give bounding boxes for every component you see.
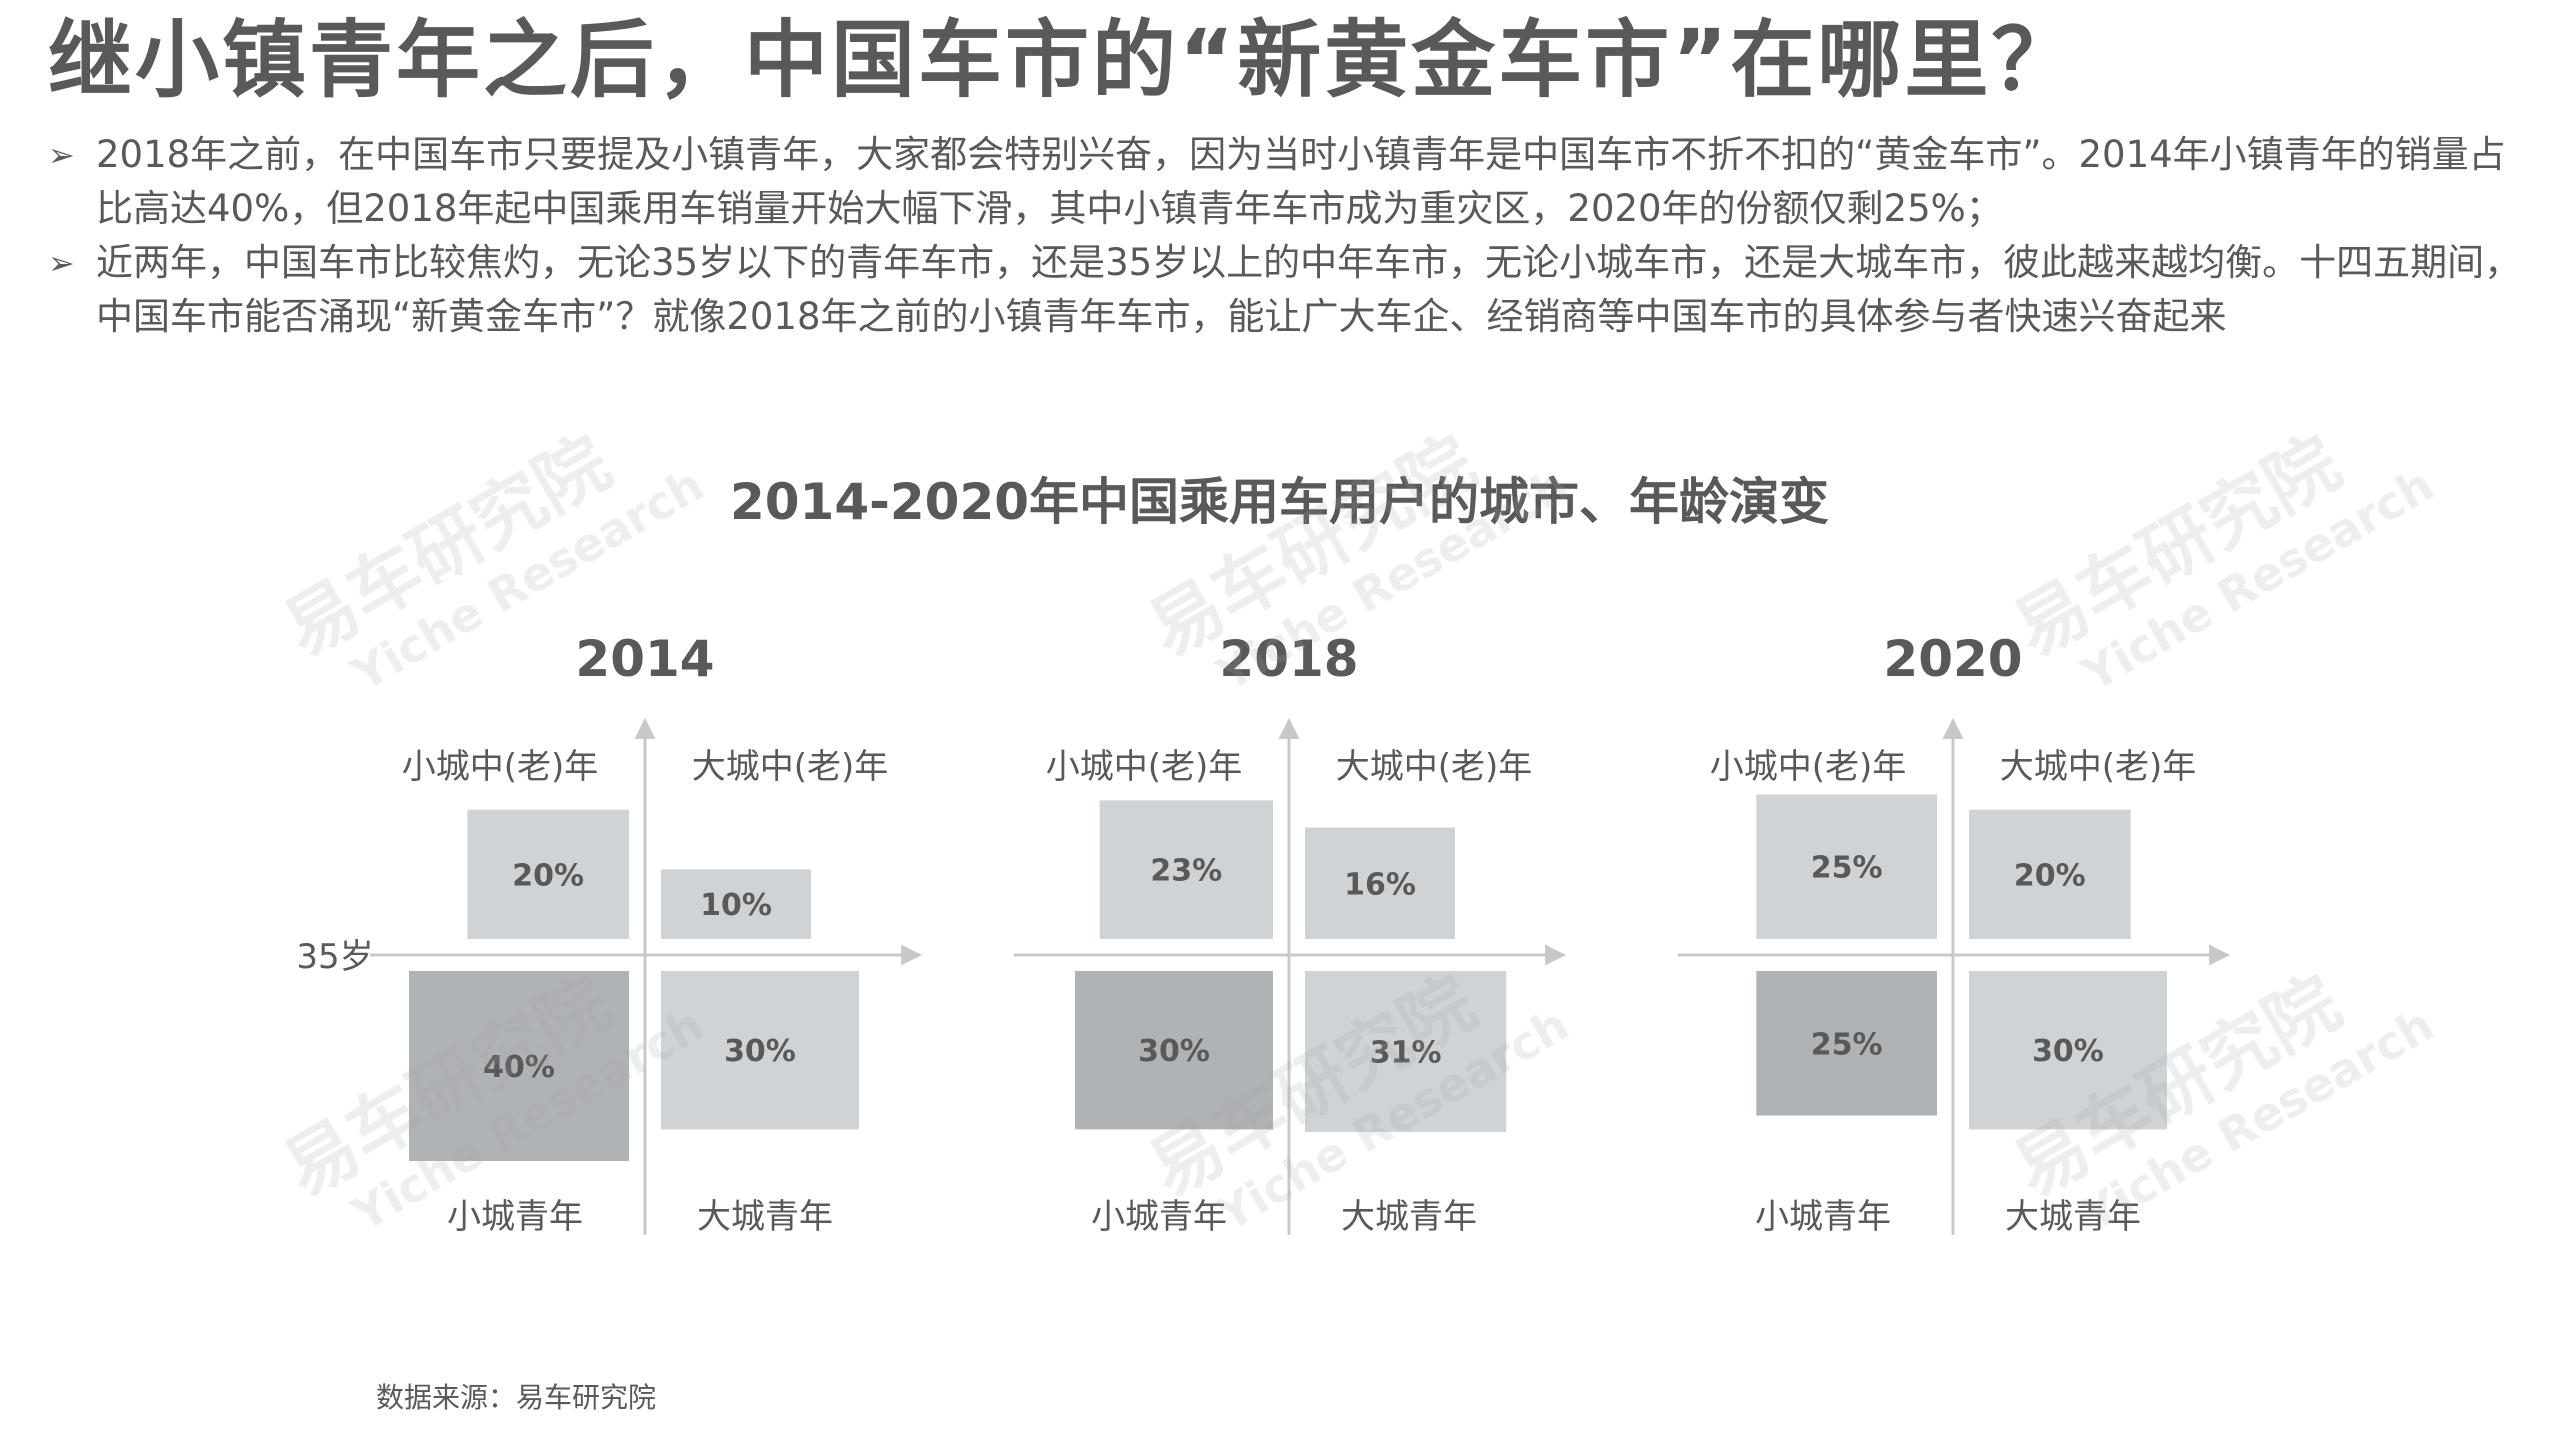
bullet-text: 2018年之前，在中国车市只要提及小镇青年，大家都会特别兴奋，因为当时小镇青年是… — [96, 133, 2506, 230]
quadrant-label-bottom-left: 小城青年 — [1755, 1197, 1891, 1237]
share-box-bottom-right — [1969, 971, 2167, 1130]
share-value-label: 40% — [483, 1050, 555, 1085]
quadrant-label-bottom-left: 小城青年 — [1091, 1197, 1227, 1237]
share-box-top-right — [1969, 809, 2131, 939]
bullet-text: 近两年，中国车市比较焦灼，无论35岁以下的青年车市，还是35岁以上的中年车市，无… — [96, 241, 2522, 338]
quadrant-label-bottom-left: 小城青年 — [447, 1197, 583, 1237]
bullet-list: ➢ 2018年之前，在中国车市只要提及小镇青年，大家都会特别兴奋，因为当时小镇青… — [48, 128, 2528, 344]
quadrant-label-top-left: 小城中(老)年 — [402, 747, 599, 787]
panel-year-label: 2018 — [1219, 630, 1358, 688]
quadrant-label-top-left: 小城中(老)年 — [1046, 747, 1243, 787]
quadrant-label-top-right: 大城中(老)年 — [2000, 747, 2197, 787]
share-value-label: 25% — [1811, 851, 1883, 886]
share-value-label: 25% — [1811, 1027, 1883, 1062]
bullet-item: ➢ 近两年，中国车市比较焦灼，无论35岁以下的青年车市，还是35岁以上的中年车市… — [48, 236, 2528, 344]
share-value-label: 23% — [1150, 854, 1222, 889]
share-value-label: 10% — [700, 888, 772, 923]
share-box-bottom-left — [409, 971, 629, 1161]
panel-year-label: 2020 — [1883, 630, 2022, 688]
quadrant-label-bottom-right: 大城青年 — [2005, 1197, 2141, 1237]
panel-year-label: 2014 — [575, 630, 714, 688]
share-box-bottom-left — [1075, 971, 1273, 1130]
share-box-top-left — [467, 809, 629, 939]
share-box-top-left — [1099, 800, 1273, 939]
page-title: 继小镇青年之后，中国车市的“新黄金车市”在哪里？ — [48, 11, 2079, 109]
share-value-label: 30% — [724, 1034, 796, 1069]
quadrant-label-top-right: 大城中(老)年 — [1336, 747, 1533, 787]
chart-title: 2014-2020年中国乘用车用户的城市、年龄演变 — [729, 473, 1830, 531]
data-source: 数据来源：易车研究院 — [376, 1381, 657, 1414]
share-value-label: 20% — [512, 858, 584, 893]
bullet-arrow-icon: ➢ — [48, 244, 75, 282]
share-box-top-left — [1756, 794, 1937, 939]
share-value-label: 20% — [2014, 858, 2086, 893]
share-box-bottom-right — [661, 971, 859, 1130]
quadrant-label-top-left: 小城中(老)年 — [1710, 747, 1907, 787]
quadrant-label-bottom-right: 大城青年 — [697, 1197, 833, 1237]
share-value-label: 30% — [2032, 1034, 2104, 1069]
share-value-label: 30% — [1138, 1034, 1210, 1069]
share-value-label: 31% — [1370, 1035, 1442, 1070]
share-value-label: 16% — [1344, 867, 1416, 902]
share-box-top-right — [1305, 827, 1455, 939]
quadrant-label-top-right: 大城中(老)年 — [692, 747, 889, 787]
share-box-bottom-right — [1305, 971, 1507, 1132]
quadrant-label-bottom-right: 大城青年 — [1341, 1197, 1477, 1237]
share-box-top-right — [661, 869, 811, 939]
bullet-item: ➢ 2018年之前，在中国车市只要提及小镇青年，大家都会特别兴奋，因为当时小镇青… — [48, 128, 2528, 236]
age-threshold-label: 35岁 — [296, 937, 373, 977]
bullet-arrow-icon: ➢ — [48, 136, 75, 174]
share-box-bottom-left — [1756, 971, 1937, 1116]
